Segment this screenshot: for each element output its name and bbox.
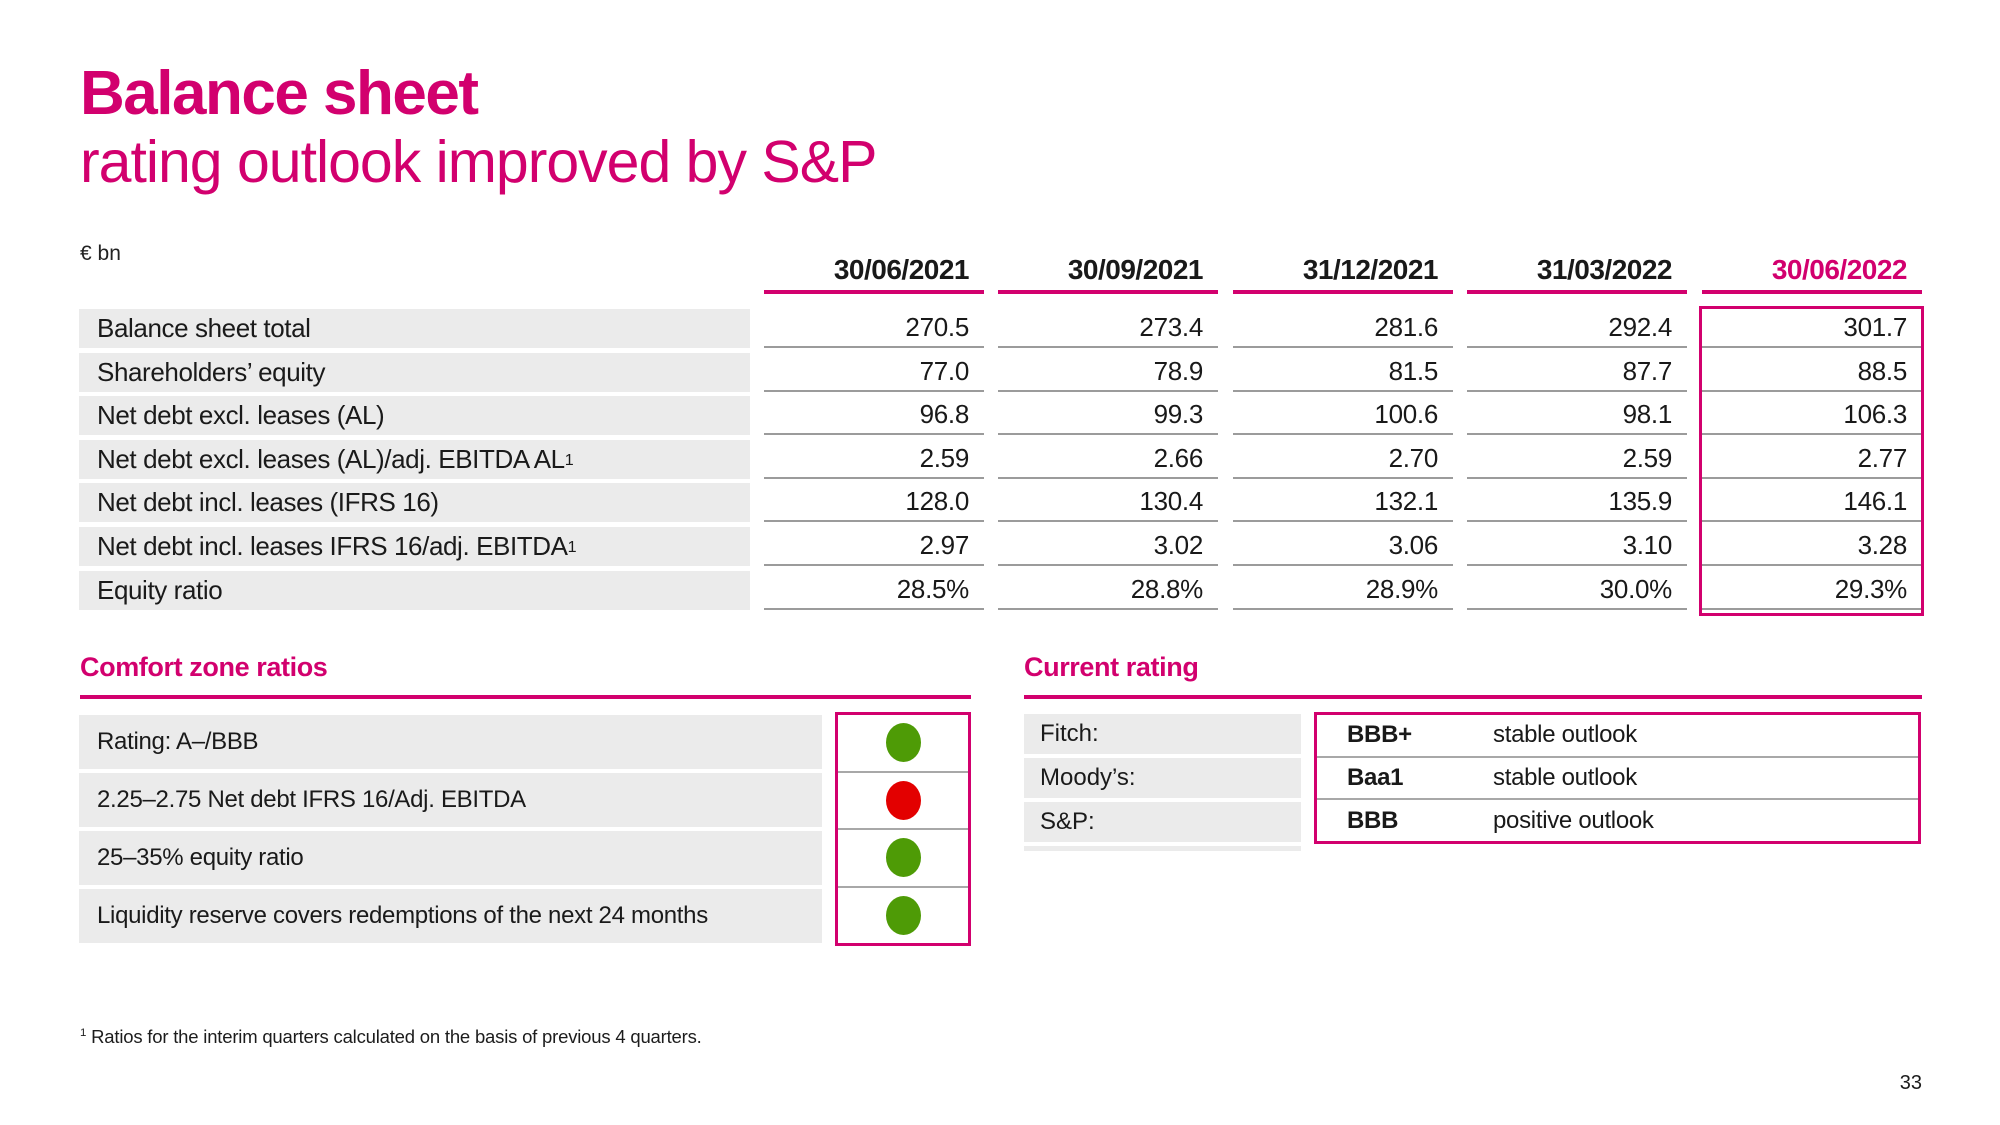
table-cell: 3.10	[1467, 527, 1687, 566]
page-subtitle: rating outlook improved by S&P	[80, 129, 877, 195]
rating-row: BBB positive outlook	[1317, 798, 1918, 841]
comfort-zone-item: 25–35% equity ratio	[79, 831, 822, 885]
status-dot	[885, 838, 921, 878]
row-label: Shareholders’ equity	[79, 353, 750, 392]
column-header: 30/09/2021	[1067, 254, 1204, 285]
table-cell: 30.0%	[1467, 571, 1687, 610]
row-label: Equity ratio	[79, 571, 750, 610]
table-cell: 2.59	[764, 440, 984, 479]
rating-value: BBB+	[1347, 721, 1412, 749]
table-cell: 81.5	[1233, 353, 1453, 392]
status-dot	[885, 780, 921, 820]
table-cell: 77.0	[764, 353, 984, 392]
header-underline	[998, 290, 1218, 294]
header-underline	[1467, 290, 1687, 294]
table-cell: 130.4	[998, 483, 1218, 522]
agency-label: Fitch:	[1024, 714, 1301, 754]
table-cell-highlighted: 29.3%	[1702, 571, 1922, 610]
header-underline	[1702, 290, 1922, 294]
header-underline	[764, 290, 984, 294]
table-unit-label: € bn	[80, 242, 121, 265]
row-label: Net debt incl. leases (IFRS 16)	[79, 483, 750, 522]
table-cell: 28.8%	[998, 571, 1218, 610]
column-header: 30/06/2021	[833, 254, 970, 285]
page-number: 33	[1899, 1072, 1922, 1094]
table-cell-highlighted: 88.5	[1702, 353, 1922, 392]
table-cell: 28.5%	[764, 571, 984, 610]
section-heading: Current rating	[1024, 652, 1199, 682]
table-cell-highlighted: 106.3	[1702, 396, 1922, 435]
row-label: Balance sheet total	[79, 309, 750, 348]
rating-row: BBB+ stable outlook	[1317, 715, 1918, 756]
rating-outlook: positive outlook	[1493, 806, 1654, 834]
header-underline	[1233, 290, 1453, 294]
table-cell: 273.4	[998, 309, 1218, 348]
table-cell: 128.0	[764, 483, 984, 522]
table-cell: 3.06	[1233, 527, 1453, 566]
table-cell: 28.9%	[1233, 571, 1453, 610]
table-cell-highlighted: 301.7	[1702, 309, 1922, 348]
table-cell: 2.97	[764, 527, 984, 566]
table-cell: 2.70	[1233, 440, 1453, 479]
table-cell: 96.8	[764, 396, 984, 435]
column-header: 31/12/2021	[1302, 254, 1439, 285]
rating-box: BBB+ stable outlook Baa1 stable outlook …	[1314, 712, 1921, 844]
comfort-zone-item: Rating: A–/BBB	[79, 715, 822, 769]
rating-row: Baa1 stable outlook	[1317, 755, 1918, 799]
row-label: Net debt incl. leases IFRS 16/adj. EBITD…	[79, 527, 750, 566]
status-dot	[885, 895, 921, 935]
status-cell	[838, 828, 968, 886]
table-cell-highlighted: 2.77	[1702, 440, 1922, 479]
column-header-highlighted: 30/06/2022	[1771, 254, 1908, 285]
row-label: Net debt excl. leases (AL)/adj. EBITDA A…	[79, 440, 750, 479]
status-cell	[838, 715, 968, 771]
section-heading: Comfort zone ratios	[80, 652, 328, 682]
agency-label: Moody’s:	[1024, 758, 1301, 798]
table-cell: 98.1	[1467, 396, 1687, 435]
table-cell: 3.02	[998, 527, 1218, 566]
status-indicator-box	[835, 712, 971, 946]
table-cell: 135.9	[1467, 483, 1687, 522]
table-cell: 99.3	[998, 396, 1218, 435]
page-title: Balance sheet	[80, 59, 479, 128]
table-cell: 270.5	[764, 309, 984, 348]
table-cell: 2.59	[1467, 440, 1687, 479]
table-cell: 78.9	[998, 353, 1218, 392]
section-rule	[1024, 695, 1922, 699]
rating-outlook: stable outlook	[1493, 764, 1637, 791]
table-cell: 292.4	[1467, 309, 1687, 348]
agency-label: S&P:	[1024, 802, 1301, 842]
table-cell: 87.7	[1467, 353, 1687, 392]
status-cell	[838, 770, 968, 829]
table-cell: 2.66	[998, 440, 1218, 479]
label-column-strip	[1024, 846, 1301, 851]
row-label: Net debt excl. leases (AL)	[79, 396, 750, 435]
status-cell	[838, 885, 968, 944]
rating-value: Baa1	[1347, 764, 1404, 791]
rating-value: BBB	[1347, 806, 1399, 834]
table-cell-highlighted: 3.28	[1702, 527, 1922, 566]
table-cell: 132.1	[1233, 483, 1453, 522]
column-header: 31/03/2022	[1536, 254, 1673, 285]
comfort-zone-item: Liquidity reserve covers redemptions of …	[79, 889, 822, 943]
footnote: 1 Ratios for the interim quarters calcul…	[80, 1026, 702, 1047]
rating-outlook: stable outlook	[1493, 721, 1637, 749]
comfort-zone-item: 2.25–2.75 Net debt IFRS 16/Adj. EBITDA	[79, 773, 822, 827]
status-dot	[885, 723, 921, 763]
table-cell: 100.6	[1233, 396, 1453, 435]
section-rule	[80, 695, 971, 699]
table-cell: 281.6	[1233, 309, 1453, 348]
table-cell-highlighted: 146.1	[1702, 483, 1922, 522]
